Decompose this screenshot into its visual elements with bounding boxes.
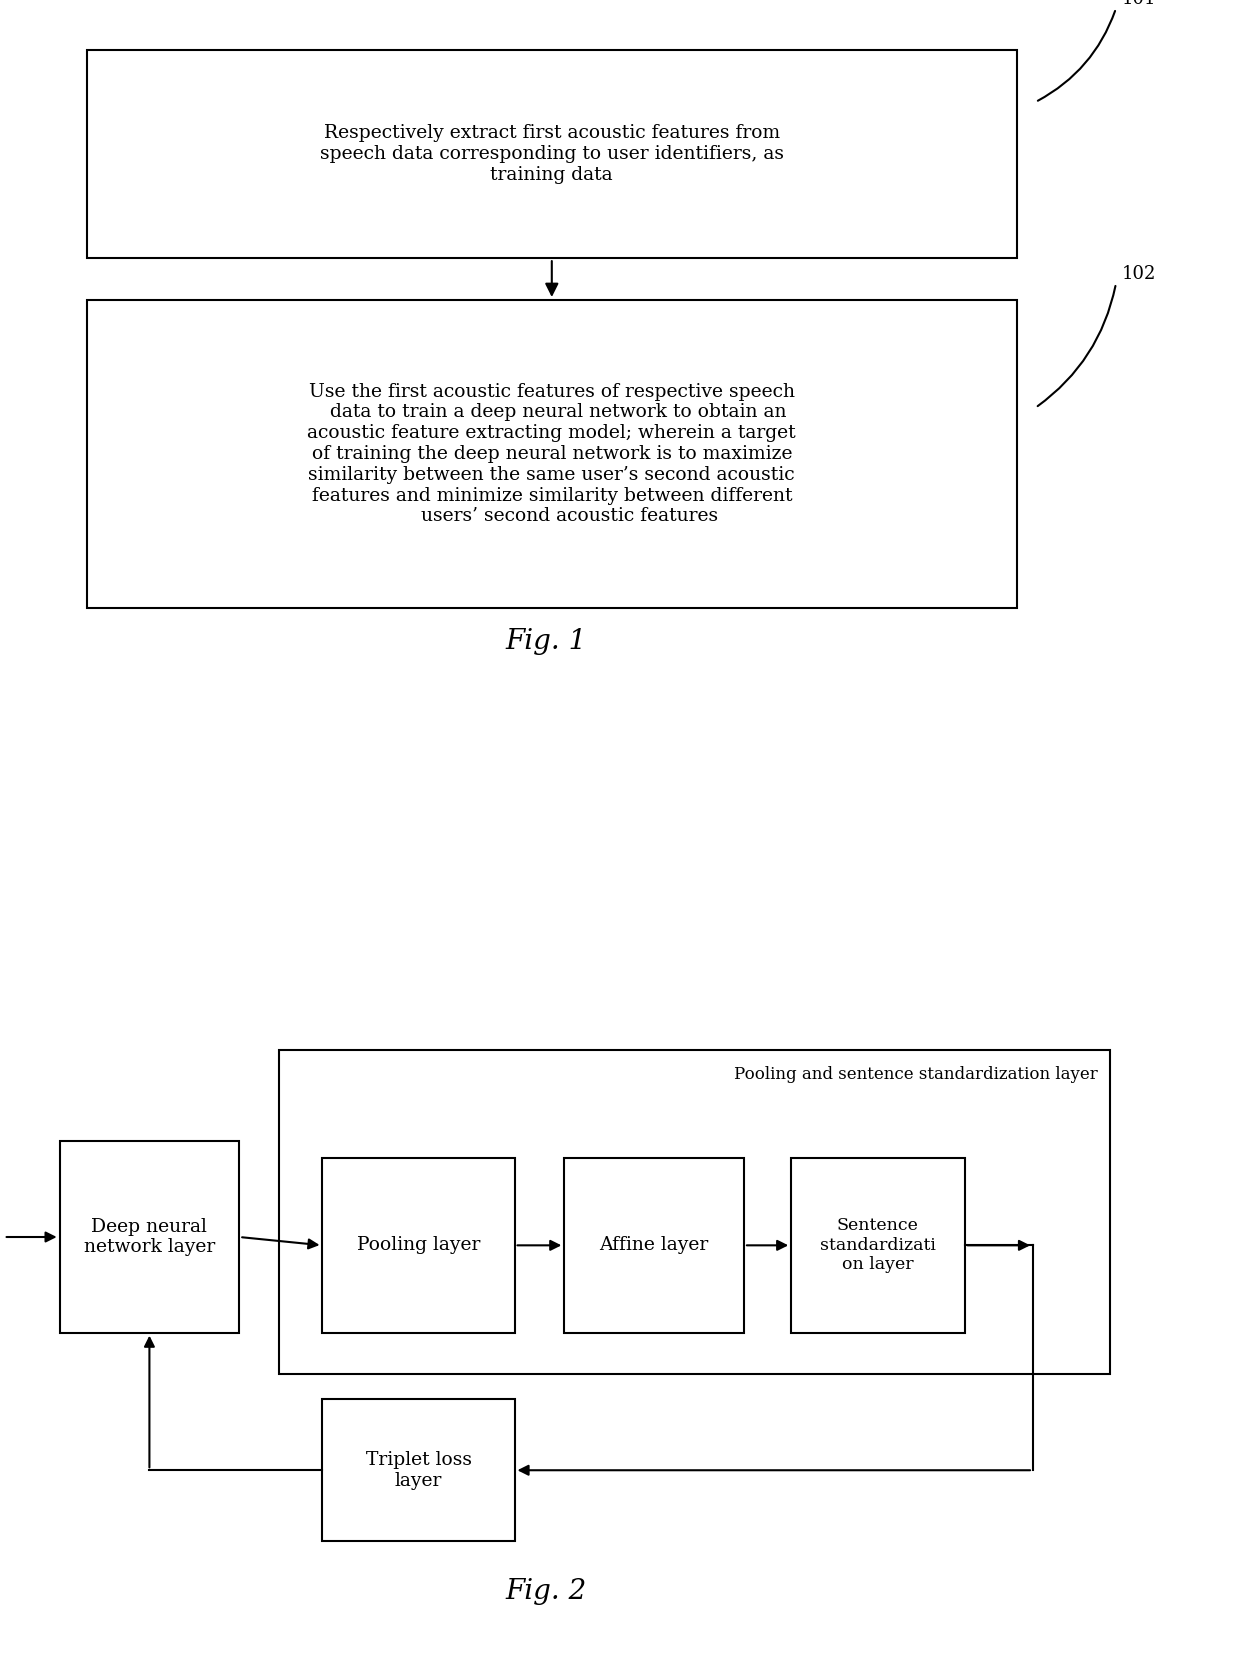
Text: Affine layer: Affine layer [599,1236,709,1254]
Text: Triplet loss
layer: Triplet loss layer [366,1451,471,1489]
FancyBboxPatch shape [564,1158,744,1333]
Text: Pooling layer: Pooling layer [357,1236,480,1254]
FancyBboxPatch shape [322,1158,515,1333]
Text: Fig. 2: Fig. 2 [505,1578,587,1604]
Text: Fig. 1: Fig. 1 [505,628,587,655]
Text: Respectively extract first acoustic features from
speech data corresponding to u: Respectively extract first acoustic feat… [320,125,784,183]
Text: Deep neural
network layer: Deep neural network layer [84,1218,215,1256]
Text: 102: 102 [1122,265,1157,283]
FancyBboxPatch shape [279,1050,1110,1374]
FancyBboxPatch shape [60,1141,239,1333]
FancyBboxPatch shape [87,50,1017,258]
FancyBboxPatch shape [87,300,1017,608]
Text: Sentence
standardizati
on layer: Sentence standardizati on layer [820,1218,936,1273]
FancyBboxPatch shape [791,1158,965,1333]
FancyBboxPatch shape [322,1399,515,1541]
Text: 101: 101 [1122,0,1157,8]
Text: Use the first acoustic features of respective speech
  data to train a deep neur: Use the first acoustic features of respe… [308,383,796,525]
Text: Pooling and sentence standardization layer: Pooling and sentence standardization lay… [734,1066,1097,1083]
